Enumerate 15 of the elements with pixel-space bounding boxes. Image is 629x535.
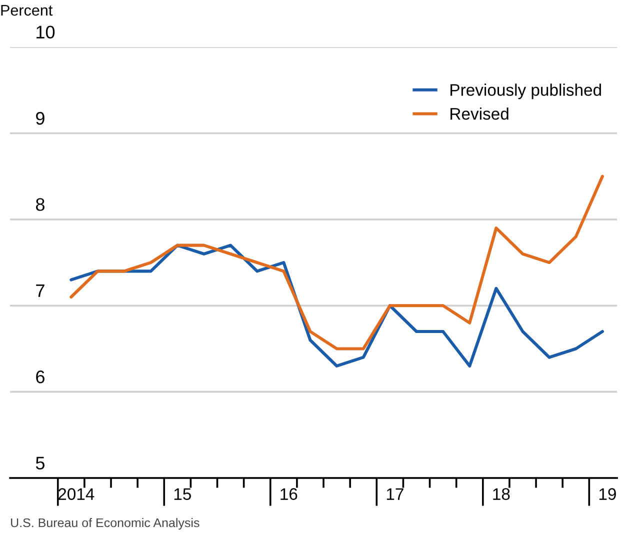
x-tick-label: 16	[280, 488, 298, 500]
x-tick-label: 19	[599, 488, 616, 500]
x-tick-label: 17	[386, 488, 404, 500]
y-axis-title: Percent	[1, 5, 53, 16]
y-tick-label: 9	[36, 112, 44, 125]
y-tick-label: 6	[36, 370, 44, 384]
x-tick-label: 15	[174, 488, 191, 500]
y-tick-label: 8	[36, 198, 44, 211]
legend-label: Previously published	[450, 84, 601, 100]
y-tick-label: 10	[36, 26, 55, 39]
legend-label: Revised	[450, 107, 508, 120]
y-tick-label: 7	[36, 284, 44, 297]
text: U.S. Bureau of Economic Analysis	[11, 518, 200, 530]
y-tick-label: 5	[36, 456, 44, 470]
x-tick-label: 18	[493, 488, 510, 500]
